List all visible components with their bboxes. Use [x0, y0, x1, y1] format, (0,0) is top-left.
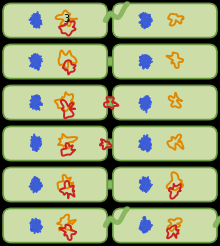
- FancyBboxPatch shape: [113, 85, 217, 120]
- FancyBboxPatch shape: [113, 126, 217, 161]
- FancyBboxPatch shape: [3, 44, 107, 79]
- Polygon shape: [139, 177, 152, 193]
- Polygon shape: [139, 55, 153, 69]
- Polygon shape: [31, 134, 41, 152]
- Polygon shape: [139, 96, 151, 113]
- Polygon shape: [30, 95, 42, 110]
- FancyBboxPatch shape: [113, 3, 217, 38]
- FancyBboxPatch shape: [3, 126, 107, 161]
- FancyBboxPatch shape: [3, 85, 107, 120]
- Polygon shape: [29, 176, 42, 193]
- FancyBboxPatch shape: [113, 208, 217, 243]
- FancyBboxPatch shape: [3, 167, 107, 202]
- FancyBboxPatch shape: [104, 57, 116, 66]
- Text: 3: 3: [63, 14, 69, 24]
- FancyBboxPatch shape: [3, 3, 107, 38]
- Polygon shape: [29, 12, 42, 28]
- Polygon shape: [30, 218, 42, 234]
- FancyBboxPatch shape: [3, 208, 107, 243]
- Polygon shape: [139, 135, 152, 152]
- FancyBboxPatch shape: [104, 98, 116, 107]
- Polygon shape: [29, 54, 42, 70]
- Polygon shape: [139, 12, 152, 29]
- FancyBboxPatch shape: [104, 180, 116, 189]
- FancyBboxPatch shape: [113, 167, 217, 202]
- Polygon shape: [139, 217, 153, 233]
- FancyBboxPatch shape: [113, 44, 217, 79]
- FancyBboxPatch shape: [104, 139, 116, 148]
